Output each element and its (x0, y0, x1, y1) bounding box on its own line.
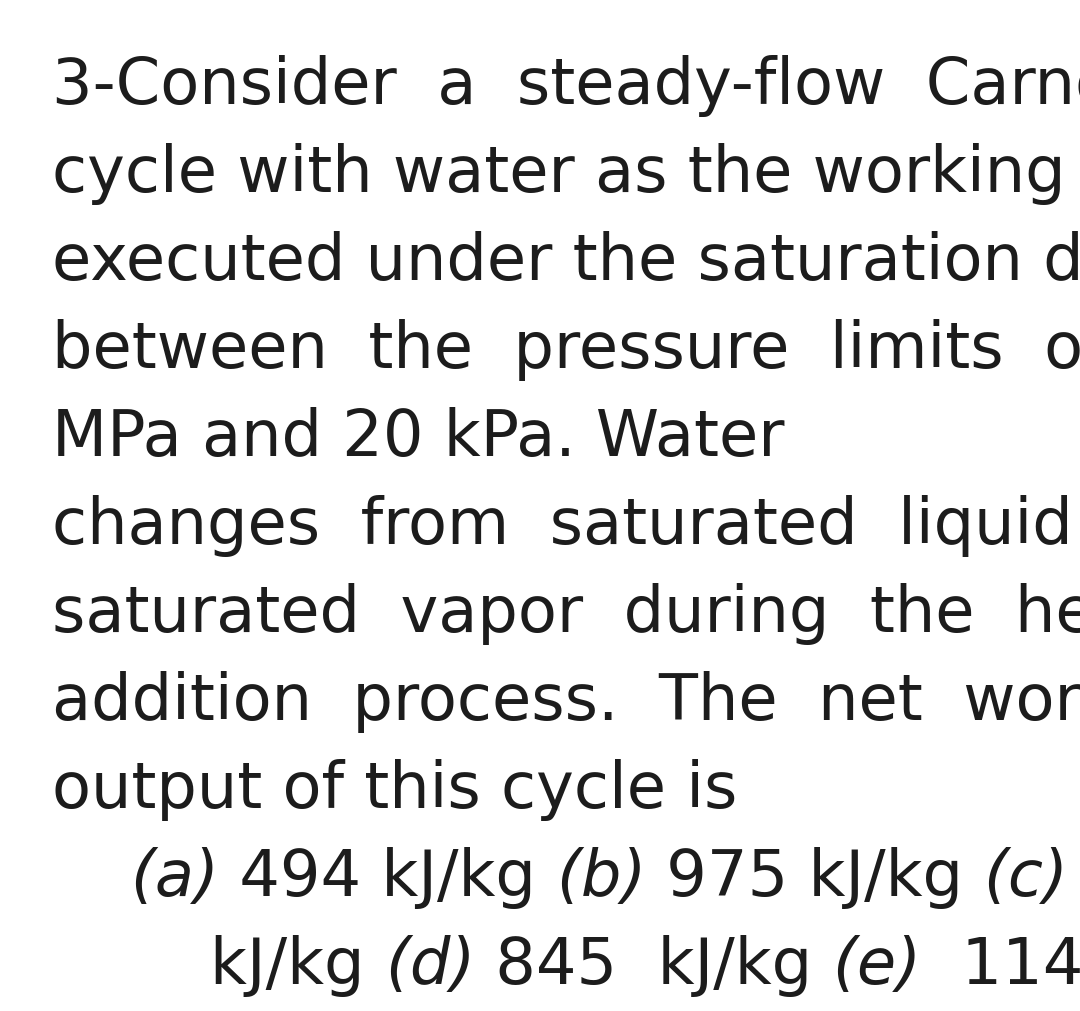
Text: 975 kJ/kg: 975 kJ/kg (646, 847, 984, 909)
Text: addition  process.  The  net  work: addition process. The net work (52, 671, 1080, 733)
Text: changes  from  saturated  liquid  to: changes from saturated liquid to (52, 495, 1080, 557)
Text: (b): (b) (556, 847, 646, 909)
Text: cycle with water as the working fluid: cycle with water as the working fluid (52, 143, 1080, 205)
Text: executed under the saturation dome: executed under the saturation dome (52, 231, 1080, 293)
Text: saturated  vapor  during  the  heat: saturated vapor during the heat (52, 583, 1080, 645)
Text: (c): (c) (984, 847, 1068, 909)
Text: 845  kJ/kg: 845 kJ/kg (475, 935, 833, 997)
Text: output of this cycle is: output of this cycle is (52, 759, 738, 821)
Text: kJ/kg: kJ/kg (210, 935, 384, 997)
Text: 494 kJ/kg: 494 kJ/kg (219, 847, 556, 909)
Text: between  the  pressure  limits  of  8: between the pressure limits of 8 (52, 319, 1080, 381)
Text: (a): (a) (130, 847, 219, 909)
Text: (e): (e) (833, 935, 921, 997)
Text: 3-Consider  a  steady-flow  Carnot: 3-Consider a steady-flow Carnot (52, 55, 1080, 117)
Text: 596: 596 (1068, 847, 1080, 909)
Text: MPa and 20 kPa. Water: MPa and 20 kPa. Water (52, 407, 784, 469)
Text: (d): (d) (384, 935, 475, 997)
Text: 1148: 1148 (921, 935, 1080, 997)
